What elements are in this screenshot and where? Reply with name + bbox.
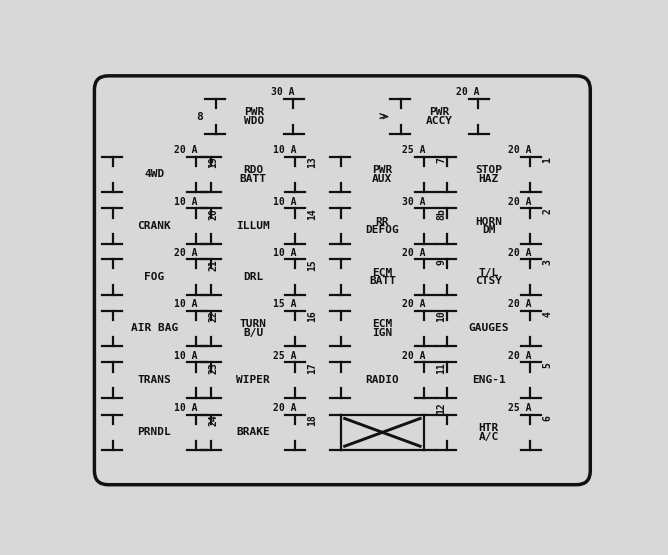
Text: >: > — [379, 110, 386, 123]
Text: 3: 3 — [542, 259, 552, 265]
Text: 20 A: 20 A — [508, 196, 532, 207]
Text: RDO: RDO — [243, 165, 263, 175]
Text: ECM: ECM — [372, 268, 393, 278]
Text: 20 A: 20 A — [508, 299, 532, 309]
Text: 25 A: 25 A — [508, 403, 532, 413]
Text: FOG: FOG — [144, 272, 164, 282]
Text: 10 A: 10 A — [174, 403, 198, 413]
Text: HTR: HTR — [478, 423, 499, 433]
Text: RADIO: RADIO — [365, 375, 399, 385]
Text: PWR: PWR — [244, 108, 265, 118]
Text: TRANS: TRANS — [138, 375, 172, 385]
Text: B/U: B/U — [243, 327, 263, 337]
Text: 6: 6 — [542, 415, 552, 421]
Text: 10 A: 10 A — [273, 196, 296, 207]
Text: 22: 22 — [208, 311, 218, 322]
Text: 20: 20 — [208, 208, 218, 220]
Text: AIR BAG: AIR BAG — [131, 324, 178, 334]
Text: HORN: HORN — [475, 217, 502, 227]
Text: DRL: DRL — [243, 272, 263, 282]
Text: 20 A: 20 A — [402, 351, 426, 361]
Text: 20 A: 20 A — [273, 403, 296, 413]
Text: 20 A: 20 A — [174, 145, 198, 155]
Text: A/C: A/C — [478, 432, 499, 442]
Text: WDO: WDO — [244, 116, 265, 126]
Text: DM: DM — [482, 225, 496, 235]
Text: >: > — [381, 112, 388, 122]
Text: 8b: 8b — [436, 208, 446, 220]
Text: ACCY: ACCY — [426, 116, 453, 126]
Text: GAUGES: GAUGES — [468, 324, 509, 334]
Text: 20 A: 20 A — [402, 248, 426, 258]
Text: ILLUM: ILLUM — [236, 221, 270, 231]
Text: 10 A: 10 A — [273, 145, 296, 155]
Text: PRNDL: PRNDL — [138, 427, 172, 437]
Text: 20 A: 20 A — [402, 299, 426, 309]
Text: HAZ: HAZ — [478, 174, 499, 184]
Text: BATT: BATT — [240, 174, 267, 184]
Text: CTSY: CTSY — [475, 276, 502, 286]
Text: 12: 12 — [436, 402, 446, 414]
Text: 18: 18 — [307, 415, 317, 426]
Text: 5: 5 — [542, 362, 552, 368]
Text: AUX: AUX — [372, 174, 393, 184]
Text: 8: 8 — [196, 112, 203, 122]
Text: CRANK: CRANK — [138, 221, 172, 231]
Text: 13: 13 — [307, 157, 317, 168]
Text: 10 A: 10 A — [174, 299, 198, 309]
Text: 9: 9 — [436, 259, 446, 265]
Text: 17: 17 — [307, 362, 317, 374]
FancyBboxPatch shape — [94, 76, 591, 485]
Text: BRAKE: BRAKE — [236, 427, 270, 437]
Text: 24: 24 — [208, 415, 218, 426]
Text: ECM: ECM — [372, 319, 393, 329]
Text: 20 A: 20 A — [456, 87, 480, 97]
Text: 10: 10 — [436, 311, 446, 322]
Text: PWR: PWR — [430, 108, 450, 118]
Text: 15: 15 — [307, 259, 317, 271]
Text: 30 A: 30 A — [402, 196, 426, 207]
Text: 21: 21 — [208, 259, 218, 271]
Text: 20 A: 20 A — [174, 248, 198, 258]
Text: IGN: IGN — [372, 327, 393, 337]
Text: 4WD: 4WD — [144, 169, 164, 179]
Text: 10 A: 10 A — [174, 351, 198, 361]
Text: 16: 16 — [307, 311, 317, 322]
Text: T/L: T/L — [478, 268, 499, 278]
Text: BATT: BATT — [369, 276, 396, 286]
Text: 25 A: 25 A — [273, 351, 296, 361]
Text: 11: 11 — [436, 362, 446, 374]
Text: 25 A: 25 A — [402, 145, 426, 155]
Text: 30 A: 30 A — [271, 87, 295, 97]
Text: 19: 19 — [208, 157, 218, 168]
Text: 1: 1 — [542, 157, 552, 163]
Text: 10 A: 10 A — [174, 196, 198, 207]
Text: 10 A: 10 A — [273, 248, 296, 258]
Text: 20 A: 20 A — [508, 351, 532, 361]
Text: 2: 2 — [542, 208, 552, 214]
Text: 20 A: 20 A — [508, 145, 532, 155]
Text: 23: 23 — [208, 362, 218, 374]
Text: 14: 14 — [307, 208, 317, 220]
Text: TURN: TURN — [240, 319, 267, 329]
Text: 7: 7 — [436, 157, 446, 163]
Text: PWR: PWR — [372, 165, 393, 175]
Text: DEFOG: DEFOG — [365, 225, 399, 235]
Text: RR: RR — [375, 217, 389, 227]
Text: STOP: STOP — [475, 165, 502, 175]
Text: 15 A: 15 A — [273, 299, 296, 309]
Text: 4: 4 — [542, 311, 552, 316]
Text: ENG-1: ENG-1 — [472, 375, 506, 385]
Text: WIPER: WIPER — [236, 375, 270, 385]
Text: 20 A: 20 A — [508, 248, 532, 258]
